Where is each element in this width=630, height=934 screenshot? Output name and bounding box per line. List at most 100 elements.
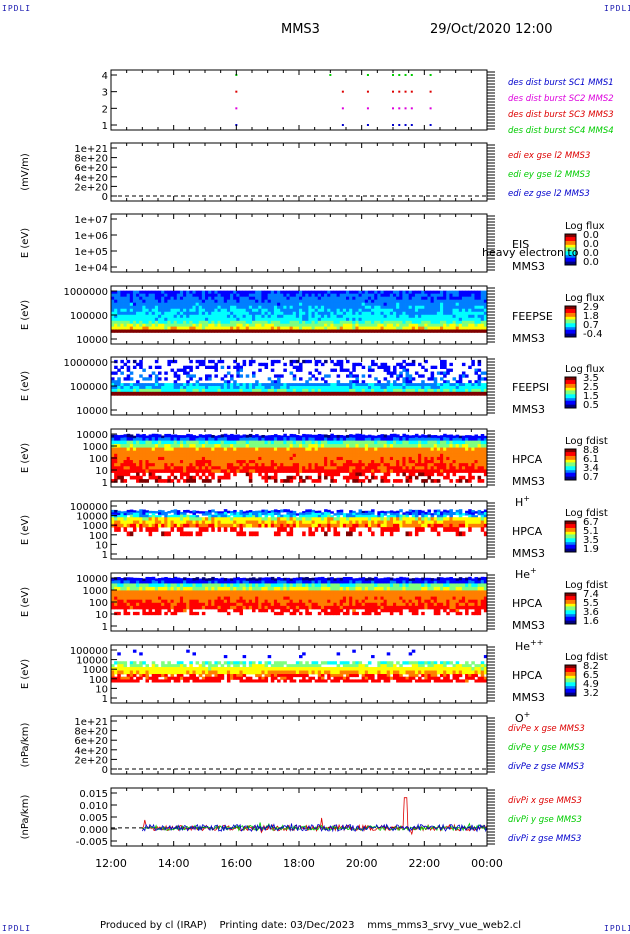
spectrogram-hpca_h bbox=[111, 433, 488, 483]
y-axis-label-hpca_he2: E (eV) bbox=[20, 587, 31, 617]
species-label-hpca_o: O+ bbox=[515, 710, 530, 725]
y-tick-label-hpca_h: 100 bbox=[89, 454, 108, 465]
y-axis-label-edi: (mV/m) bbox=[20, 153, 31, 191]
legend-entry-burst: des dist burst SC4 MMS4 bbox=[508, 126, 614, 136]
burst-mark bbox=[429, 107, 432, 110]
y-tick-label-eis: 1e+04 bbox=[74, 263, 108, 274]
y-tick-label-divpi: 0.005 bbox=[79, 813, 108, 824]
y-tick-label-hpca_he1: 1 bbox=[102, 550, 108, 561]
spectrogram-hpca_o bbox=[111, 649, 488, 683]
y-tick-label-divpi: 0.015 bbox=[79, 789, 108, 800]
colorbar-tick-eis: 0.0 bbox=[583, 239, 599, 250]
y-tick-label-burst: 2 bbox=[102, 104, 108, 115]
y-tick-label-divpe: 6e+20 bbox=[74, 736, 108, 747]
burst-mark bbox=[392, 90, 394, 93]
colorbar-feepsi bbox=[564, 376, 577, 409]
burst-mark bbox=[366, 107, 369, 110]
y-tick-label-hpca_h: 1000 bbox=[83, 442, 108, 453]
colorbar-tick-hpca_he2: 7.4 bbox=[583, 589, 599, 600]
colorbar-tick-hpca_o: 8.2 bbox=[583, 661, 599, 672]
time-ticks-feepse bbox=[110, 286, 488, 344]
right-ticks-eis bbox=[487, 215, 495, 271]
colorbar-eis bbox=[564, 233, 577, 266]
legend-entry-divpi: divPi z gse MMS3 bbox=[508, 834, 581, 844]
colorbar-tick-eis: 0.0 bbox=[583, 230, 599, 241]
y-axis-label-hpca_h: E (eV) bbox=[20, 443, 31, 473]
y-tick-label-hpca_he1: 1000 bbox=[83, 521, 108, 532]
burst-mark bbox=[235, 90, 238, 93]
time-ticks-feepsi bbox=[110, 357, 488, 415]
burst-mark bbox=[392, 74, 394, 76]
y-tick-label-divpe: 0 bbox=[102, 765, 108, 776]
x-tick-label: 00:00 bbox=[471, 857, 503, 870]
colorbar-title-hpca_he1: Log fdist bbox=[565, 508, 608, 519]
burst-mark bbox=[410, 74, 413, 76]
y-tick-label-hpca_o: 1000 bbox=[83, 665, 108, 676]
burst-mark bbox=[392, 124, 394, 126]
colorbar-tick-feepse: 2.9 bbox=[583, 302, 599, 313]
instrument-label-feepsi: FEEPSI bbox=[512, 381, 549, 394]
colorbar-tick-feepse: 0.7 bbox=[583, 320, 599, 331]
legend-entry-burst: des dist burst SC3 MMS3 bbox=[508, 110, 614, 120]
y-axis-label-feepse: E (eV) bbox=[20, 300, 31, 330]
y-tick-label-hpca_he1: 100 bbox=[89, 531, 108, 542]
panel-frame-burst bbox=[110, 69, 488, 131]
y-tick-label-hpca_o: 1 bbox=[102, 694, 108, 705]
y-axis-label-divpe: (nPa/km) bbox=[20, 723, 31, 768]
right-ticks-divpi bbox=[487, 789, 495, 845]
burst-mark bbox=[398, 124, 401, 126]
burst-mark bbox=[429, 74, 432, 76]
y-tick-label-divpi: 0.010 bbox=[79, 801, 108, 812]
y-tick-label-feepse: 10000 bbox=[76, 335, 108, 346]
overlay-text-eis: heavy electron to bbox=[482, 246, 579, 259]
spacecraft-label-eis: MMS3 bbox=[512, 260, 545, 273]
instrument-label-hpca_he1: HPCA bbox=[512, 525, 543, 538]
y-tick-label-hpca_o: 100 bbox=[89, 675, 108, 686]
colorbar-tick-feepsi: 1.5 bbox=[583, 391, 599, 402]
y-tick-label-hpca_he1: 10 bbox=[95, 540, 108, 551]
burst-mark bbox=[398, 107, 401, 110]
y-tick-label-hpca_he2: 10000 bbox=[76, 574, 108, 585]
time-ticks-divpe bbox=[110, 716, 488, 774]
legend-entry-edi: edi ez gse l2 MMS3 bbox=[508, 189, 590, 199]
legend-entry-divpe: divPe y gse MMS3 bbox=[508, 743, 585, 753]
footer-script: mms_mms3_srvy_vue_web2.cl bbox=[367, 920, 522, 931]
y-tick-label-edi: 8e+20 bbox=[74, 154, 108, 165]
y-axis-label-hpca_o: E (eV) bbox=[20, 659, 31, 689]
corner-label-bottom-left: IPDLI bbox=[2, 924, 32, 933]
y-tick-label-feepse: 100000 bbox=[70, 311, 108, 322]
right-ticks-hpca_o bbox=[487, 646, 495, 702]
series-line-z-component bbox=[141, 823, 488, 833]
y-tick-label-hpca_o: 10 bbox=[95, 684, 108, 695]
time-ticks-hpca_he2 bbox=[110, 573, 488, 631]
burst-mark bbox=[341, 90, 344, 93]
right-ticks-feepsi bbox=[487, 358, 495, 414]
y-tick-label-hpca_h: 10000 bbox=[76, 430, 108, 441]
right-ticks-hpca_h bbox=[487, 430, 495, 486]
colorbar-title-hpca_he2: Log fdist bbox=[565, 580, 608, 591]
colorbar-tick-hpca_o: 3.2 bbox=[583, 688, 599, 699]
legend-entry-divpe: divPe z gse MMS3 bbox=[508, 762, 584, 772]
colorbar-tick-hpca_o: 4.9 bbox=[583, 679, 599, 690]
spacecraft-title: MMS3 bbox=[281, 22, 320, 37]
panel-frame-eis bbox=[110, 213, 488, 273]
spacecraft-label-feepsi: MMS3 bbox=[512, 403, 545, 416]
panel-frame-divpe bbox=[110, 715, 488, 775]
colorbar-tick-hpca_h: 0.7 bbox=[583, 472, 599, 483]
corner-label-top-right: IPDLI bbox=[604, 4, 630, 13]
spectrogram-feepsi bbox=[111, 359, 488, 396]
y-tick-label-burst: 3 bbox=[102, 88, 108, 99]
burst-mark bbox=[404, 90, 407, 93]
x-tick-label: 12:00 bbox=[95, 857, 127, 870]
colorbar-title-hpca_o: Log fdist bbox=[565, 652, 608, 663]
colorbar-tick-hpca_h: 6.1 bbox=[583, 454, 599, 465]
burst-mark bbox=[404, 74, 407, 76]
y-tick-label-hpca_h: 10 bbox=[95, 466, 108, 477]
y-axis-label-feepsi: E (eV) bbox=[20, 371, 31, 401]
colorbar-tick-eis: 0.0 bbox=[583, 248, 599, 259]
burst-mark bbox=[341, 124, 344, 126]
corner-label-bottom-right: IPDLI bbox=[604, 924, 630, 933]
y-tick-label-feepsi: 100000 bbox=[70, 382, 108, 393]
y-tick-label-hpca_he2: 1000 bbox=[83, 586, 108, 597]
species-label-hpca_he1: He+ bbox=[515, 566, 537, 581]
